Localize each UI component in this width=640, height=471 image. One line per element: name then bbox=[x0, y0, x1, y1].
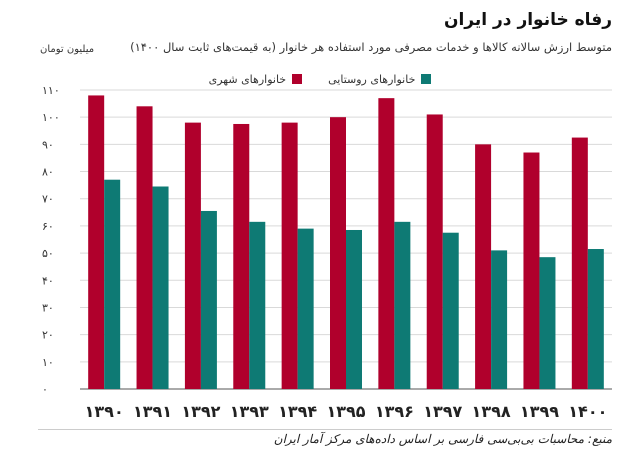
x-tick-label: ۱۳۹۱ bbox=[133, 402, 172, 421]
bar-urban bbox=[233, 123, 250, 390]
x-tick-label: ۱۳۹۲ bbox=[181, 402, 220, 421]
y-tick-label: ۰ bbox=[42, 383, 48, 396]
bar-rural bbox=[491, 250, 508, 389]
x-tick-label: ۱۳۹۹ bbox=[520, 402, 559, 421]
x-tick-label: ۱۴۰۰ bbox=[568, 402, 607, 421]
y-tick-label: ۳۰ bbox=[42, 301, 54, 314]
legend-label-rural: خانوارهای روستایی bbox=[328, 72, 416, 86]
y-tick-label: ۷۰ bbox=[42, 193, 54, 206]
bar-urban bbox=[378, 98, 395, 390]
bar-rural bbox=[442, 232, 459, 389]
bar-urban bbox=[184, 122, 201, 390]
x-tick-label: ۱۳۹۰ bbox=[85, 402, 124, 421]
y-tick-label: ۸۰ bbox=[42, 166, 54, 179]
x-tick-label: ۱۳۹۳ bbox=[230, 402, 269, 421]
y-tick-label: ۹۰ bbox=[42, 138, 54, 151]
x-tick-label: ۱۳۹۵ bbox=[326, 402, 365, 421]
bar-urban bbox=[571, 137, 588, 389]
chart-subtitle: متوسط ارزش سالانه کالاها و خدمات مصرفی م… bbox=[130, 40, 612, 54]
legend-label-urban: خانوارهای شهری bbox=[208, 72, 287, 86]
bar-rural bbox=[152, 186, 169, 389]
source-note: منبع: محاسبات بی‌بی‌سی فارسی بر اساس داد… bbox=[273, 432, 612, 446]
bar-rural bbox=[297, 228, 314, 389]
legend: خانوارهای شهری خانوارهای روستایی bbox=[0, 70, 640, 88]
bar-urban bbox=[281, 122, 298, 390]
y-tick-label: ۴۰ bbox=[42, 274, 54, 287]
bar-rural bbox=[539, 257, 556, 389]
bar-urban bbox=[88, 95, 105, 389]
x-tick-label: ۱۳۹۸ bbox=[472, 402, 511, 421]
bar-rural bbox=[200, 210, 217, 389]
bar-chart: ۰ ۱۰ ۲۰ ۳۰ ۴۰ ۵۰ ۶۰ ۷۰ ۸۰ ۹۰ ۱۰۰ ۱۱۰ ۱۳۹۰ ۱۳۹۱ ۱۳۹۲ ۱۳۹… bbox=[42, 84, 612, 421]
footer-divider bbox=[38, 429, 612, 430]
x-tick-label: ۱۳۹۴ bbox=[278, 402, 317, 421]
bar-rural bbox=[394, 221, 411, 389]
legend-swatch-rural bbox=[421, 74, 432, 84]
y-tick-label: ۵۰ bbox=[42, 247, 54, 260]
y-tick-label: ۱۰۰ bbox=[42, 111, 60, 124]
bar-urban bbox=[136, 106, 153, 390]
bar-urban bbox=[523, 152, 540, 389]
legend-swatch-urban bbox=[292, 74, 303, 84]
y-tick-label: ۱۱۰ bbox=[42, 84, 60, 97]
y-axis-label: میلیون تومان bbox=[40, 44, 95, 55]
legend-entry-rural[interactable]: خانوارهای روستایی bbox=[328, 72, 432, 86]
bar-urban bbox=[426, 114, 443, 390]
x-tick-label: ۱۳۹۷ bbox=[423, 402, 462, 421]
y-tick-label: ۲۰ bbox=[42, 329, 54, 342]
bar-urban bbox=[330, 117, 346, 389]
chart-title: رفاه خانوار در ایران bbox=[443, 10, 612, 30]
bar-rural bbox=[587, 249, 604, 389]
y-tick-label: ۱۰ bbox=[42, 356, 54, 369]
y-tick-label: ۶۰ bbox=[42, 220, 54, 233]
bar-rural bbox=[249, 221, 266, 389]
x-tick-label: ۱۳۹۶ bbox=[375, 402, 414, 421]
bar-rural bbox=[104, 179, 121, 389]
bar-rural bbox=[346, 229, 362, 389]
bar-urban bbox=[475, 144, 492, 389]
legend-entry-urban[interactable]: خانوارهای شهری bbox=[209, 73, 303, 86]
